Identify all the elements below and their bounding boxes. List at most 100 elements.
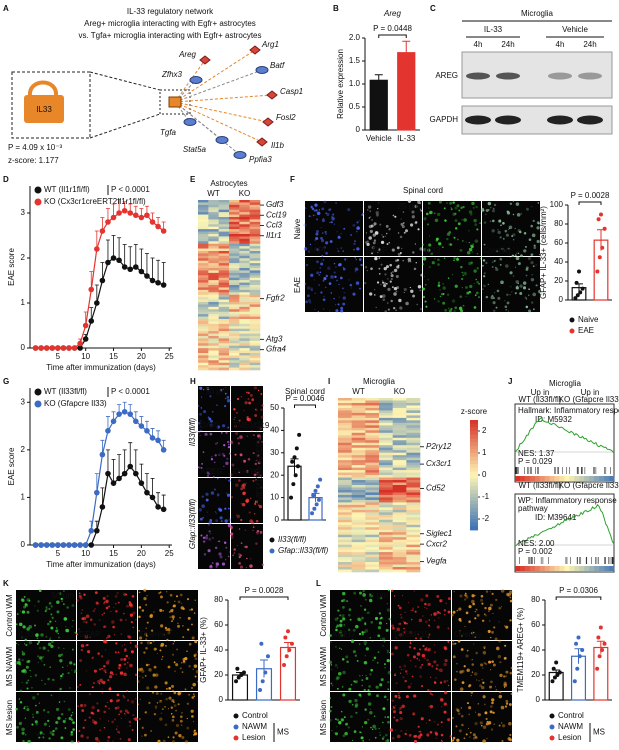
heatmap-cell bbox=[198, 299, 209, 303]
micrograph-signal bbox=[396, 258, 400, 262]
micrograph-signal bbox=[113, 718, 116, 721]
micrograph-signal bbox=[23, 605, 26, 609]
rank-gradient bbox=[539, 476, 545, 481]
micrograph-signal bbox=[227, 507, 230, 510]
data-point bbox=[289, 495, 294, 500]
micrograph-signal bbox=[377, 634, 381, 638]
data-point bbox=[49, 345, 56, 351]
heatmap-cell bbox=[229, 323, 240, 327]
heatmap-cell bbox=[379, 492, 393, 496]
colorbar-step bbox=[470, 467, 478, 472]
rank-gradient bbox=[594, 476, 600, 481]
micrograph-signal bbox=[459, 306, 462, 309]
micrograph-signal bbox=[23, 595, 26, 598]
row-label: MS lesion bbox=[319, 700, 328, 735]
heatmap-cell bbox=[208, 367, 219, 371]
micrograph-signal bbox=[472, 243, 474, 246]
data-point bbox=[293, 473, 298, 478]
micrograph-signal bbox=[150, 629, 154, 632]
micrograph-signal bbox=[461, 218, 463, 221]
micrograph-signal bbox=[468, 210, 473, 214]
micrograph-signal bbox=[78, 628, 81, 631]
micrograph-signal bbox=[224, 397, 227, 400]
micrograph-signal bbox=[200, 429, 202, 432]
micrograph bbox=[197, 523, 232, 569]
micrograph-signal bbox=[334, 663, 338, 667]
micrograph-signal bbox=[457, 238, 459, 240]
network-title: Areg+ microglia interacting with Egfr+ a… bbox=[84, 19, 256, 28]
micrograph-signal bbox=[330, 215, 334, 219]
micrograph-signal bbox=[338, 296, 340, 298]
micrograph-signal bbox=[491, 266, 494, 268]
heatmap-cell bbox=[208, 333, 219, 337]
micrograph-signal bbox=[477, 713, 481, 717]
data-point bbox=[259, 641, 264, 646]
micrograph-signal bbox=[456, 670, 458, 673]
micrograph-signal bbox=[429, 212, 431, 214]
data-point bbox=[88, 527, 95, 534]
micrograph-signal bbox=[520, 212, 523, 215]
micrograph-signal bbox=[314, 203, 318, 207]
micrograph-signal bbox=[504, 625, 506, 627]
heatmap-cell bbox=[338, 527, 352, 531]
micrograph bbox=[303, 200, 364, 257]
heatmap-cell bbox=[392, 402, 407, 406]
rank-gradient bbox=[604, 476, 610, 481]
heatmap-cell bbox=[338, 480, 352, 483]
micrograph-signal bbox=[310, 287, 314, 291]
micrograph-signal bbox=[96, 739, 101, 743]
data-point bbox=[88, 318, 95, 324]
micrograph-signal bbox=[475, 736, 478, 739]
data-point bbox=[316, 497, 321, 502]
micrograph-signal bbox=[404, 670, 408, 673]
micrograph-signal bbox=[377, 251, 379, 254]
micrograph-signal bbox=[356, 226, 360, 230]
micrograph-signal bbox=[130, 647, 132, 649]
heatmap-cell bbox=[406, 507, 421, 511]
data-point bbox=[133, 418, 139, 425]
heatmap-cell bbox=[351, 452, 366, 456]
heatmap-cell bbox=[365, 559, 380, 563]
heatmap-cell bbox=[229, 258, 240, 262]
heatmap-cell bbox=[208, 365, 219, 368]
heatmap-cell bbox=[365, 494, 380, 498]
heatmap-cell bbox=[198, 282, 209, 286]
micrograph-signal bbox=[174, 600, 176, 602]
heatmap-cell bbox=[229, 255, 240, 259]
micrograph-signal bbox=[342, 250, 345, 252]
micrograph-signal bbox=[484, 606, 487, 610]
micrograph-signal bbox=[400, 616, 403, 619]
heatmap-cell bbox=[239, 226, 250, 230]
micrograph-signal bbox=[400, 729, 403, 733]
micrograph-signal bbox=[482, 651, 487, 655]
micrograph-signal bbox=[440, 293, 444, 296]
micrograph-signal bbox=[192, 720, 195, 723]
data-point bbox=[318, 477, 323, 482]
micrograph-signal bbox=[343, 227, 346, 230]
micrograph-signal bbox=[228, 443, 230, 446]
micrograph-signal bbox=[99, 729, 101, 731]
gsea-box bbox=[514, 493, 615, 573]
micrograph-signal bbox=[386, 302, 389, 304]
micrograph-signal bbox=[425, 212, 429, 216]
micrograph-signal bbox=[454, 212, 457, 215]
micrograph-signal bbox=[475, 278, 477, 281]
micrograph-signal bbox=[437, 258, 440, 261]
micrograph-signal bbox=[471, 658, 473, 661]
heatmap-cell bbox=[208, 343, 219, 347]
data-point bbox=[260, 679, 265, 684]
heatmap-cell bbox=[239, 338, 250, 342]
channel-label: Overlay bbox=[484, 246, 512, 255]
heatmap-cell bbox=[338, 489, 352, 493]
heatmap-cell bbox=[365, 529, 380, 533]
micrograph-signal bbox=[335, 266, 337, 268]
micrograph-signal bbox=[29, 669, 31, 672]
micrograph-signal bbox=[60, 674, 63, 678]
micrograph-signal bbox=[436, 723, 439, 726]
micrograph-signal bbox=[63, 617, 68, 621]
micrograph-signal bbox=[316, 211, 321, 216]
heatmap-cell bbox=[406, 447, 421, 451]
heatmap-cell bbox=[338, 437, 352, 441]
micrograph-signal bbox=[384, 273, 387, 276]
micrograph-signal bbox=[28, 599, 31, 602]
